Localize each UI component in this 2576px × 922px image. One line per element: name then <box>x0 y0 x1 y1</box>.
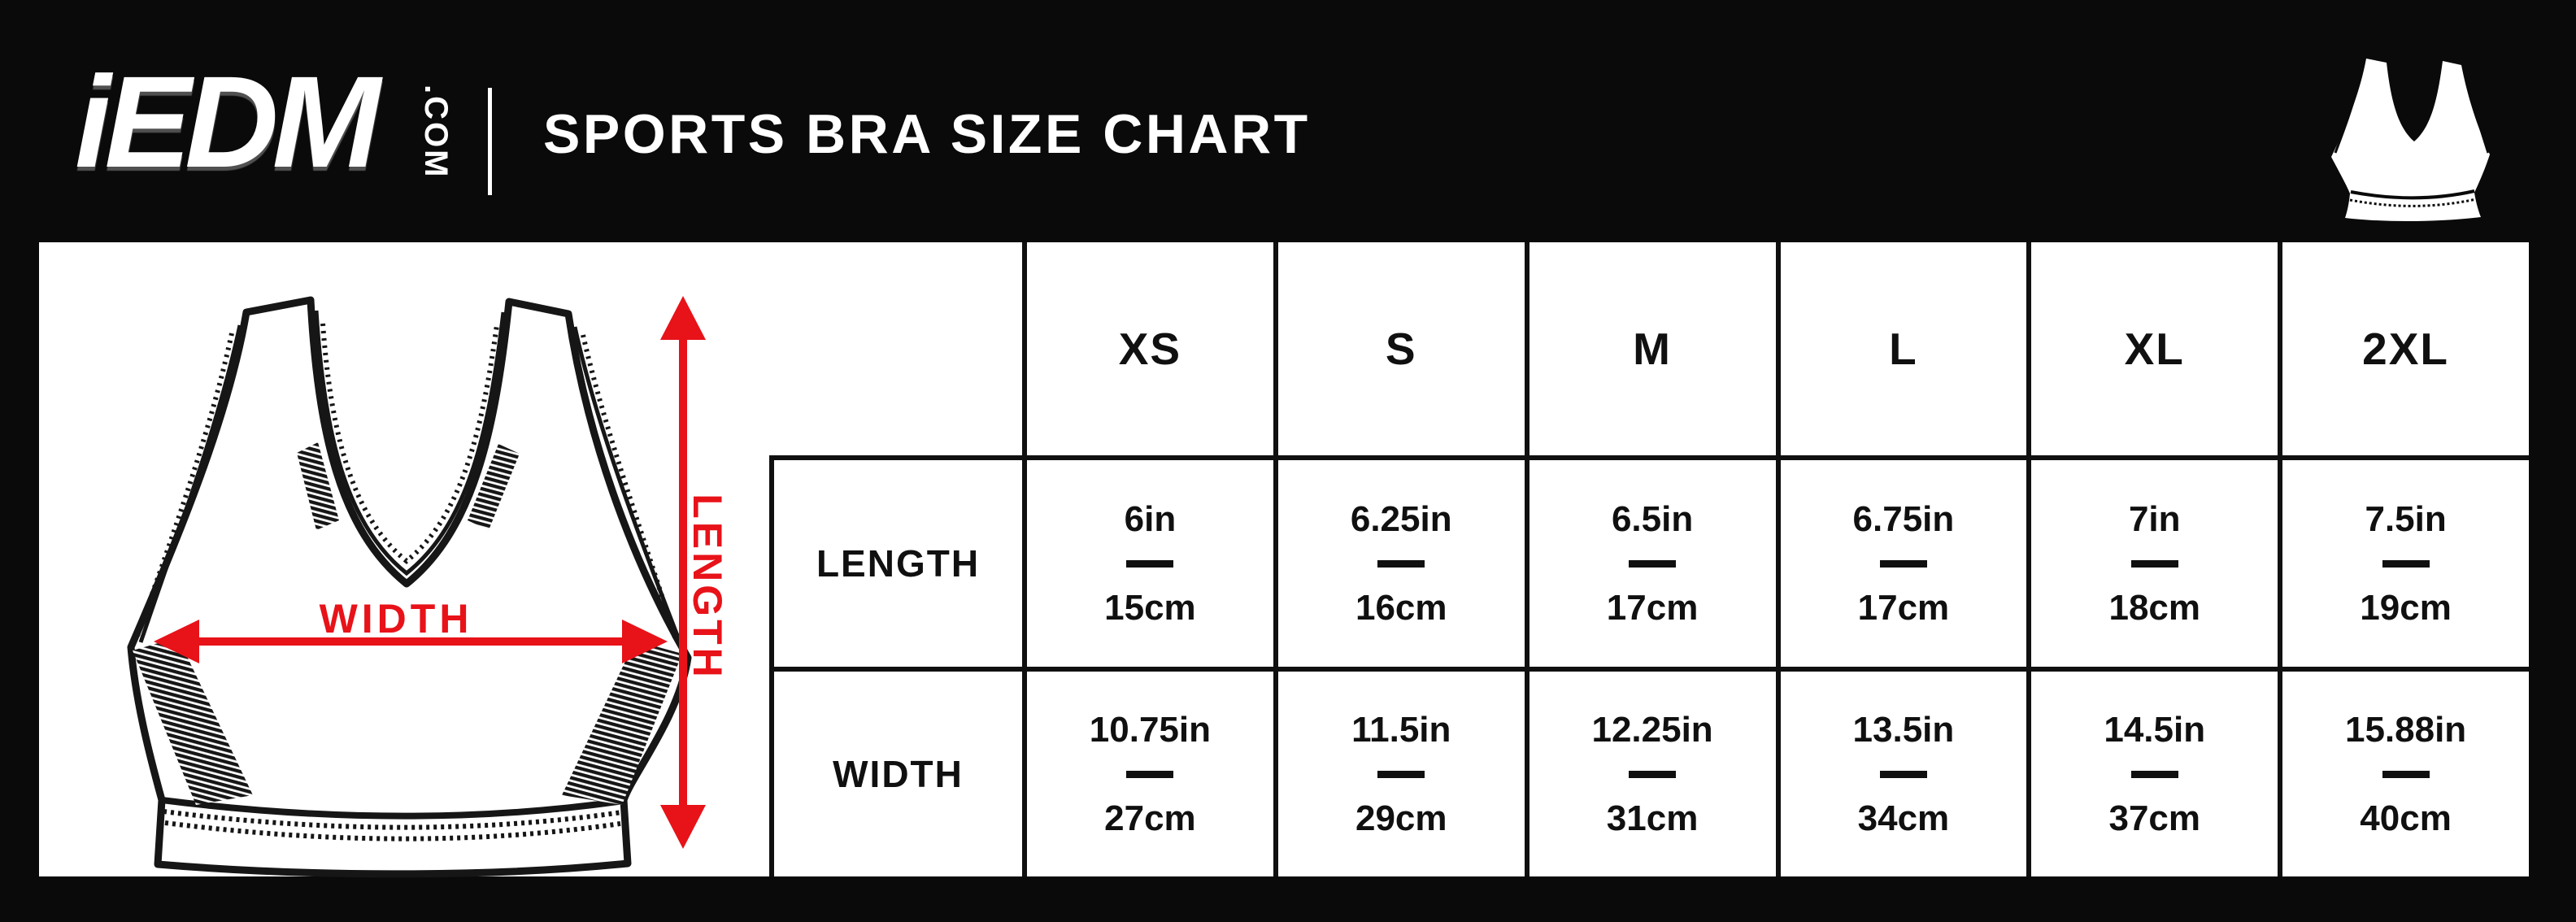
fraction-bar <box>1879 770 1927 778</box>
fraction-bar <box>1126 770 1174 778</box>
size-header-m: M <box>1524 242 1776 455</box>
value-inches: 14.5in <box>2104 709 2206 750</box>
fraction-bar <box>1629 559 1677 568</box>
length-m-cell: 6.5in 17cm <box>1524 455 1776 667</box>
value-centimeters: 16cm <box>1355 587 1447 628</box>
length-l-cell: 6.75in 17cm <box>1775 455 2027 667</box>
width-m-cell: 12.25in 31cm <box>1524 667 1776 876</box>
sports-bra-icon <box>2331 59 2490 221</box>
width-l-cell: 13.5in 34cm <box>1775 667 2027 876</box>
length-xl-cell: 7in 18cm <box>2026 455 2278 667</box>
row-label-length: LENGTH <box>769 455 1022 667</box>
value-centimeters: 17cm <box>1857 587 1950 628</box>
width-xl-cell: 14.5in 37cm <box>2026 667 2278 876</box>
size-header-xl: XL <box>2026 242 2278 455</box>
left-side-shading <box>133 637 253 805</box>
value-centimeters: 15cm <box>1104 587 1196 628</box>
width-arrow <box>154 620 668 663</box>
page-title: SPORTS BRA SIZE CHART <box>543 103 1311 165</box>
fraction-bar <box>1377 559 1425 568</box>
length-2xl-cell: 7.5in 19cm <box>2278 455 2529 667</box>
iedm-logo: iEDM <box>75 49 381 194</box>
size-header-s: S <box>1273 242 1525 455</box>
fraction-bar <box>2130 559 2178 568</box>
length-xs-cell: 6in 15cm <box>1022 455 1273 667</box>
fraction-bar <box>1126 559 1174 568</box>
value-centimeters: 40cm <box>2360 798 2452 838</box>
value-inches: 6in <box>1124 498 1177 539</box>
value-centimeters: 27cm <box>1104 798 1196 838</box>
value-inches: 6.5in <box>1611 498 1694 539</box>
fraction-bar <box>2382 559 2430 568</box>
size-header-xs: XS <box>1022 242 1273 455</box>
value-inches: 10.75in <box>1089 709 1212 750</box>
length-s-cell: 6.25in 16cm <box>1273 455 1525 667</box>
bra-outline <box>127 296 692 878</box>
value-inches: 15.88in <box>2344 709 2467 750</box>
value-centimeters: 17cm <box>1606 587 1699 628</box>
value-centimeters: 31cm <box>1606 798 1699 838</box>
right-strap-shading <box>468 444 520 530</box>
fraction-bar <box>2382 770 2430 778</box>
iedm-logo-com-suffix: .COM <box>418 85 454 180</box>
value-centimeters: 19cm <box>2360 587 2452 628</box>
value-inches: 12.25in <box>1591 709 1713 750</box>
fraction-bar <box>1377 770 1425 778</box>
right-side-shading <box>562 641 682 805</box>
row-label-width: WIDTH <box>769 667 1022 876</box>
fraction-bar <box>1879 559 1927 568</box>
value-inches: 7in <box>2128 498 2181 539</box>
value-inches: 13.5in <box>1852 709 1955 750</box>
header-bar: iEDM .COM SPORTS BRA SIZE CHART <box>0 0 2576 242</box>
value-inches: 6.25in <box>1350 498 1452 539</box>
width-2xl-cell: 15.88in 40cm <box>2278 667 2529 876</box>
bra-measurement-diagram: WIDTH LENGTH <box>127 296 730 878</box>
value-inches: 6.75in <box>1852 498 1955 539</box>
length-arrow <box>660 296 706 849</box>
value-centimeters: 34cm <box>1857 798 1950 838</box>
size-header-l: L <box>1775 242 2027 455</box>
left-strap-shading <box>297 442 339 530</box>
width-xs-cell: 10.75in 27cm <box>1022 667 1273 876</box>
fraction-bar <box>2130 770 2178 778</box>
table-corner-cell <box>769 242 1022 455</box>
length-label: LENGTH <box>685 494 730 681</box>
value-inches: 11.5in <box>1351 709 1451 750</box>
value-centimeters: 29cm <box>1355 798 1447 838</box>
fraction-bar <box>1629 770 1677 778</box>
size-header-2xl: 2XL <box>2278 242 2529 455</box>
value-inches: 7.5in <box>2365 498 2447 539</box>
width-s-cell: 11.5in 29cm <box>1273 667 1525 876</box>
header-divider <box>488 88 492 195</box>
size-table: XS S M L XL 2XL LENGTH 6in 15cm 6.25in 1… <box>769 242 2529 876</box>
width-label: WIDTH <box>320 596 473 641</box>
value-centimeters: 37cm <box>2108 798 2201 838</box>
value-centimeters: 18cm <box>2108 587 2201 628</box>
